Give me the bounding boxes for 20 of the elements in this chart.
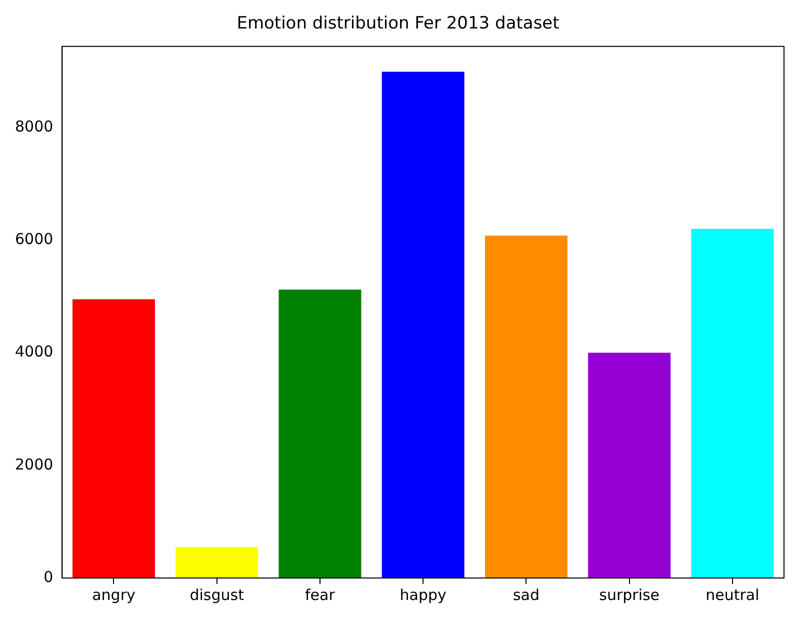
bar <box>484 236 568 578</box>
x-tick-label: surprise <box>599 586 660 604</box>
y-tick-label: 8000 <box>14 117 54 136</box>
bar <box>176 547 258 578</box>
x-tick-label: disgust <box>190 586 244 604</box>
x-tick-label: angry <box>92 586 136 604</box>
x-tick-label: neutral <box>706 586 760 604</box>
x-tick-label: happy <box>400 586 447 604</box>
bar <box>278 290 362 578</box>
bar <box>691 228 774 578</box>
y-tick-label: 2000 <box>14 455 54 474</box>
bar <box>72 299 155 578</box>
bar <box>588 352 671 578</box>
y-tick-label: 4000 <box>14 342 54 361</box>
chart-title: Emotion distribution Fer 2013 dataset <box>236 14 560 34</box>
bar <box>382 72 464 578</box>
x-tick-label: fear <box>305 586 336 604</box>
y-tick-label: 0 <box>44 568 54 586</box>
x-tick-label: sad <box>512 586 540 604</box>
y-tick-label: 6000 <box>14 230 54 248</box>
